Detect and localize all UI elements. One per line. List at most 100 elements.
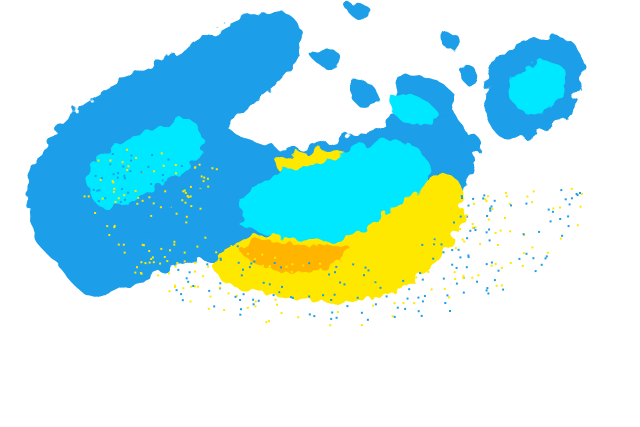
echo-speckle xyxy=(204,236,207,239)
echo-speckle xyxy=(219,258,222,261)
echo-speckle xyxy=(411,269,414,272)
echo-speckle xyxy=(568,203,571,206)
echo-speckle xyxy=(211,167,214,170)
echo-speckle xyxy=(161,251,164,254)
echo-speckle xyxy=(108,234,111,236)
echo-speckle xyxy=(163,212,166,214)
echo-speckle xyxy=(196,285,199,288)
echo-speckle xyxy=(280,266,282,269)
echo-speckle xyxy=(389,266,391,269)
echo-speckle xyxy=(302,264,305,267)
echo-speckle xyxy=(180,293,183,296)
echo-speckle xyxy=(188,271,191,274)
echo-speckle xyxy=(202,275,205,278)
echo-speckle xyxy=(448,296,451,299)
echo-speckle xyxy=(185,277,188,280)
echo-speckle xyxy=(467,204,470,207)
echo-speckle xyxy=(123,227,126,229)
echo-speckle xyxy=(223,309,226,311)
echo-speckle xyxy=(176,262,179,264)
echo-speckle xyxy=(104,197,107,200)
echo-speckle xyxy=(404,272,407,275)
echo-speckle xyxy=(367,269,370,272)
echo-speckle xyxy=(484,198,487,201)
echo-speckle xyxy=(203,169,206,172)
echo-speckle xyxy=(141,256,144,259)
echo-speckle xyxy=(369,289,372,291)
echo-speckle xyxy=(206,263,209,266)
echo-speckle xyxy=(285,294,288,297)
echo-speckle xyxy=(232,267,235,270)
echo-speckle xyxy=(374,283,377,286)
echo-speckle xyxy=(421,300,424,303)
echo-speckle xyxy=(485,263,488,266)
echo-speckle xyxy=(181,299,184,302)
echo-speckle xyxy=(99,178,102,181)
echo-speckle xyxy=(201,173,204,176)
echo-speckle xyxy=(413,302,416,305)
echo-speckle xyxy=(274,256,277,259)
echo-speckle xyxy=(391,315,394,318)
echo-speckle xyxy=(261,253,264,256)
echo-speckle xyxy=(235,254,238,257)
echo-speckle xyxy=(83,195,86,198)
echo-speckle xyxy=(485,289,488,292)
echo-speckle xyxy=(358,274,361,277)
echo-speckle xyxy=(94,212,97,214)
echo-speckle xyxy=(500,266,503,269)
echo-speckle xyxy=(336,287,339,290)
echo-speckle xyxy=(184,191,187,194)
echo-speckle xyxy=(248,266,251,269)
echo-speckle xyxy=(201,194,204,197)
echo-speckle xyxy=(194,270,196,273)
echo-speckle xyxy=(532,190,535,193)
echo-speckle xyxy=(183,189,186,192)
echo-speckle xyxy=(430,288,433,291)
echo-speckle xyxy=(104,217,107,220)
echo-speckle xyxy=(185,215,188,218)
echo-speckle xyxy=(252,298,255,301)
echo-speckle xyxy=(559,218,562,220)
echo-speckle xyxy=(444,302,447,304)
echo-speckle xyxy=(160,240,163,243)
echo-speckle xyxy=(193,285,196,288)
echo-speckle xyxy=(281,285,283,288)
echo-speckle xyxy=(420,314,423,317)
echo-speckle xyxy=(419,272,422,275)
echo-speckle xyxy=(346,305,349,308)
echo-speckle xyxy=(194,261,197,264)
echo-speckle xyxy=(421,243,424,246)
echo-speckle xyxy=(113,224,116,227)
echo-speckle xyxy=(493,199,496,202)
echo-speckle xyxy=(331,311,334,314)
echo-speckle xyxy=(424,243,427,245)
echo-speckle xyxy=(174,164,177,166)
echo-speckle xyxy=(263,272,266,275)
echo-speckle xyxy=(182,190,185,193)
echo-speckle xyxy=(494,231,497,234)
echo-speckle xyxy=(141,199,144,202)
echo-speckle xyxy=(433,241,436,244)
echo-speckle xyxy=(132,218,135,220)
echo-speckle xyxy=(121,226,124,229)
echo-speckle xyxy=(123,177,126,180)
echo-speckle xyxy=(253,260,256,263)
echo-speckle xyxy=(162,164,165,167)
echo-speckle xyxy=(406,297,409,300)
echo-speckle xyxy=(273,262,276,264)
echo-speckle xyxy=(129,170,132,173)
echo-speckle xyxy=(549,220,552,223)
echo-speckle xyxy=(184,201,187,204)
echo-speckle xyxy=(335,316,338,319)
echo-speckle xyxy=(467,256,470,259)
echo-speckle xyxy=(111,153,114,155)
echo-speckle xyxy=(297,316,300,319)
echo-speckle xyxy=(130,235,133,237)
echo-speckle xyxy=(559,206,561,209)
echo-speckle xyxy=(98,189,101,192)
echo-speckle xyxy=(149,230,152,233)
echo-speckle xyxy=(117,172,120,175)
echo-speckle xyxy=(137,196,140,199)
echo-speckle xyxy=(112,173,115,176)
echo-speckle xyxy=(463,240,466,243)
